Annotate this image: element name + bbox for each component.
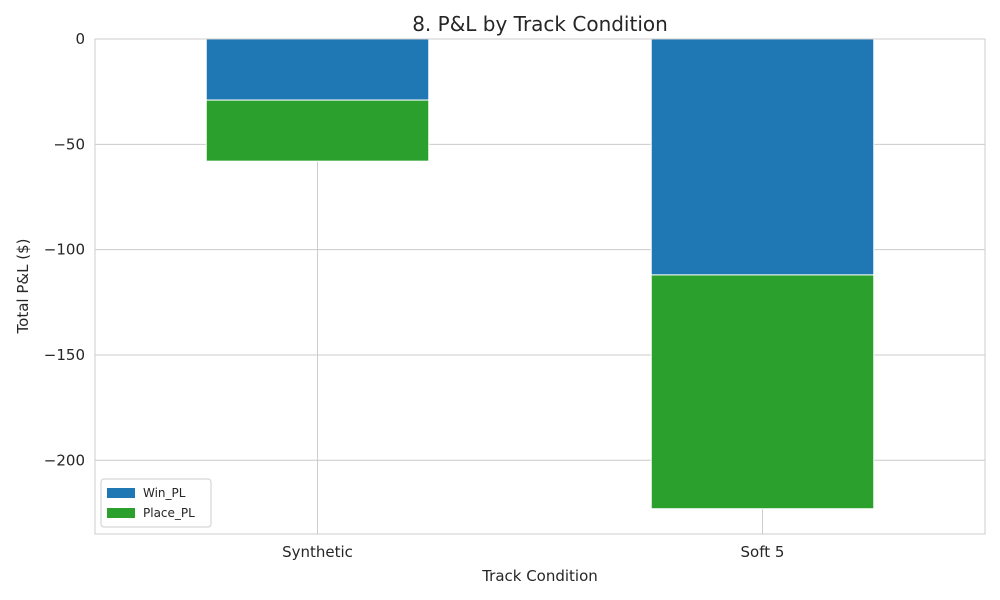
bar-place-pl: [650, 274, 875, 510]
x-axis-label: Track Condition: [481, 567, 598, 585]
chart-title: 8. P&L by Track Condition: [412, 12, 668, 36]
legend: Win_PL Place_PL: [100, 478, 212, 528]
legend-swatch: [107, 508, 135, 518]
x-tick-label: Soft 5: [741, 543, 785, 561]
bar-win-pl: [205, 38, 430, 101]
legend-label: Place_PL: [143, 506, 195, 520]
ticks: 0 −50 −100 −150 −200 Synthetic Soft 5: [44, 30, 785, 561]
y-axis-label: Total P&L ($): [14, 239, 32, 335]
y-tick-label: 0: [75, 30, 85, 48]
plot-frame: [94, 38, 986, 535]
bar-place-pl: [205, 99, 430, 162]
bar-win-pl: [650, 38, 875, 276]
x-tick-label: Synthetic: [282, 543, 353, 561]
bars: [205, 38, 875, 510]
y-tick-label: −150: [44, 346, 85, 364]
legend-swatch: [107, 488, 135, 498]
y-tick-label: −50: [53, 135, 85, 153]
y-tick-label: −200: [44, 451, 85, 469]
legend-label: Win_PL: [143, 486, 186, 500]
y-tick-label: −100: [44, 241, 85, 259]
